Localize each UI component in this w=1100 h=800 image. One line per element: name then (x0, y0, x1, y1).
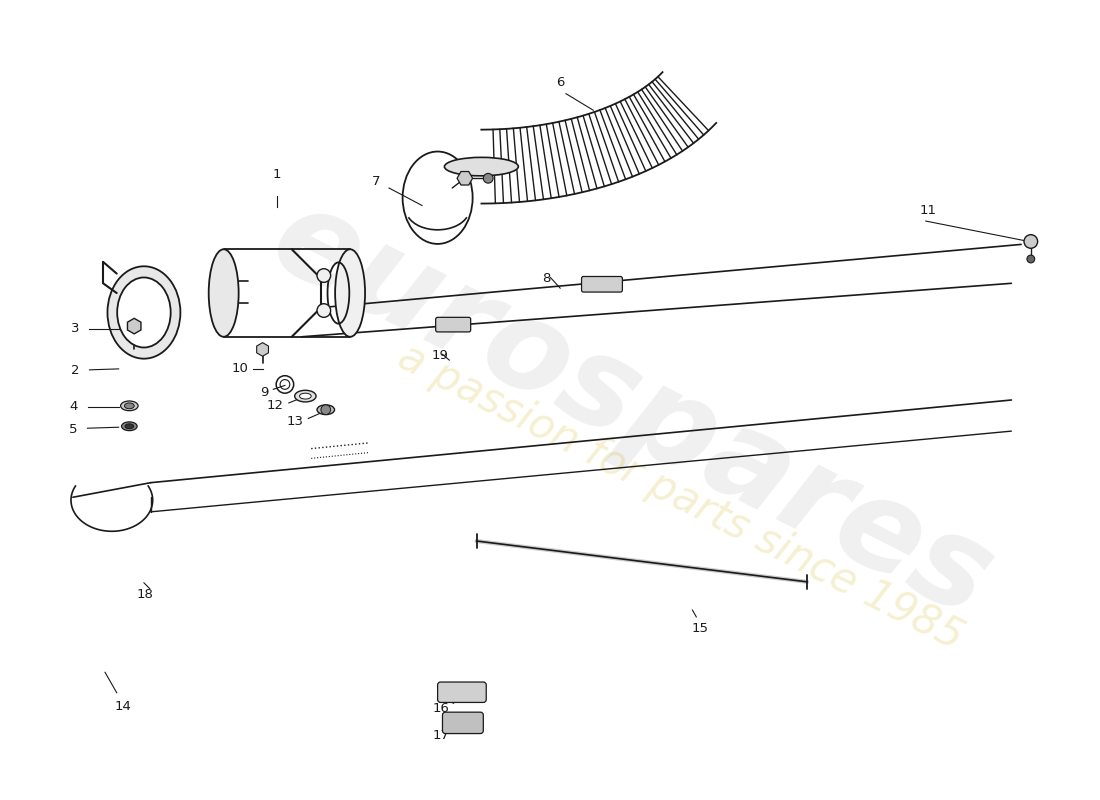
Polygon shape (458, 171, 473, 185)
Ellipse shape (336, 250, 365, 337)
Text: 11: 11 (920, 204, 937, 217)
Polygon shape (128, 318, 141, 334)
Ellipse shape (121, 401, 139, 410)
Text: 13: 13 (286, 415, 304, 428)
Ellipse shape (122, 422, 138, 430)
Text: 1: 1 (273, 168, 282, 181)
Circle shape (1024, 234, 1037, 248)
Ellipse shape (124, 403, 134, 409)
Circle shape (1027, 255, 1035, 263)
Text: 19: 19 (431, 350, 448, 362)
Text: 6: 6 (556, 76, 564, 89)
Ellipse shape (125, 424, 134, 429)
FancyBboxPatch shape (442, 712, 483, 734)
Polygon shape (256, 342, 268, 356)
Text: eurospares: eurospares (253, 177, 1012, 643)
FancyBboxPatch shape (436, 318, 471, 332)
Ellipse shape (444, 158, 518, 176)
Text: 12: 12 (267, 399, 284, 412)
Ellipse shape (209, 250, 239, 337)
Text: 7: 7 (372, 174, 381, 188)
Circle shape (317, 269, 331, 282)
Circle shape (321, 405, 331, 414)
Text: 9: 9 (260, 386, 268, 398)
Text: 10: 10 (231, 362, 248, 375)
Circle shape (317, 304, 331, 318)
FancyBboxPatch shape (582, 277, 623, 292)
Text: 3: 3 (72, 322, 79, 334)
FancyBboxPatch shape (438, 682, 486, 702)
Text: 4: 4 (69, 400, 78, 414)
Circle shape (483, 174, 493, 183)
Text: 15: 15 (692, 622, 708, 634)
Ellipse shape (295, 390, 316, 402)
Text: a passion for parts since 1985: a passion for parts since 1985 (392, 336, 970, 658)
Text: 18: 18 (136, 588, 154, 601)
Text: 14: 14 (114, 699, 131, 713)
Text: 2: 2 (72, 364, 79, 378)
Text: 5: 5 (69, 422, 78, 436)
Ellipse shape (108, 266, 180, 358)
Text: 16: 16 (432, 702, 449, 714)
Ellipse shape (299, 393, 311, 399)
Ellipse shape (317, 405, 334, 414)
Ellipse shape (118, 278, 170, 347)
Text: 17: 17 (432, 729, 449, 742)
Text: 8: 8 (542, 272, 551, 285)
